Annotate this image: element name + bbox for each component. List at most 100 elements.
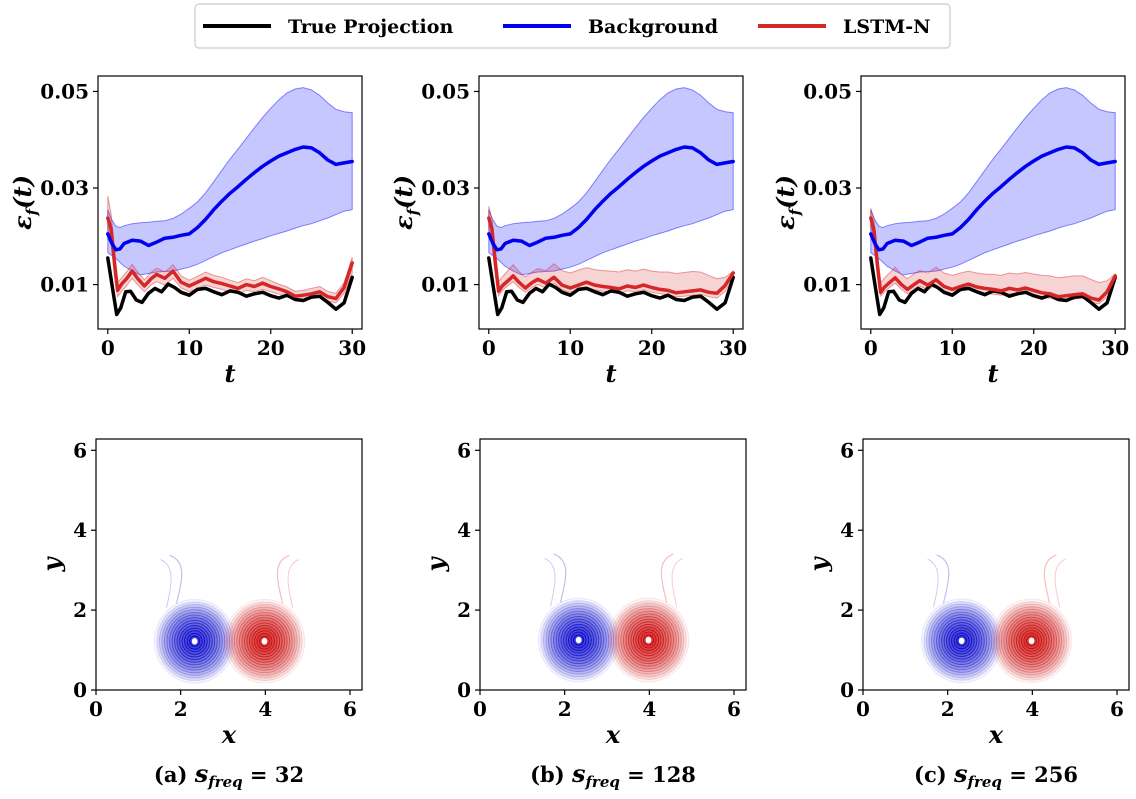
- x-tick-label: 10: [175, 336, 203, 360]
- x-tick-label: 10: [556, 336, 584, 360]
- contour-area: [537, 553, 690, 683]
- y-tick-label: 2: [840, 598, 854, 622]
- x-axis-label: t: [605, 359, 616, 388]
- legend-label-0: True Projection: [288, 16, 453, 38]
- filament: [927, 558, 939, 608]
- line-chart-a-top: 0 10 20 30 0.01 0.03 0.05 t εf(t): [8, 75, 366, 388]
- vortex-positive: [607, 553, 690, 683]
- vortex-core: [645, 636, 652, 644]
- subfigure-caption: (c) sfreq = 256: [914, 759, 1078, 791]
- y-tick-label: 2: [73, 598, 87, 622]
- x-tick-label: 4: [1025, 697, 1039, 721]
- vortex-negative: [920, 554, 1003, 684]
- axes-frame: [860, 75, 1126, 330]
- x-tick-label: 30: [338, 336, 366, 360]
- axes-frame: [478, 75, 744, 330]
- legend: True Projection Background LSTM-N: [194, 3, 951, 49]
- vortex-negative: [537, 553, 620, 683]
- svg-text:εf(t): εf(t): [771, 175, 804, 230]
- filament: [160, 559, 172, 608]
- vortex-core: [191, 637, 198, 645]
- y-tick-label: 4: [73, 518, 87, 542]
- vortex-negative: [153, 554, 236, 684]
- plot-area: [487, 87, 735, 317]
- y-tick-label: 4: [457, 518, 471, 542]
- y-tick-label: 4: [840, 518, 854, 542]
- x-axis-label: t: [224, 359, 235, 388]
- x-tick-label: 20: [1020, 336, 1048, 360]
- x-tick-label: 2: [558, 697, 572, 721]
- contour-plot-c-bottom: 0 2 4 6 0 2 4 6 x y (c) sfreq = 256: [804, 438, 1130, 791]
- x-tick-label: 2: [174, 697, 188, 721]
- x-axis-label: x: [988, 720, 1004, 749]
- series-lstm-n: [869, 216, 1117, 302]
- x-axis-label: t: [987, 359, 998, 388]
- legend-frame: [194, 3, 951, 49]
- series-background: [869, 145, 1117, 252]
- filament: [553, 553, 567, 603]
- legend-label-2: LSTM-N: [843, 16, 931, 38]
- x-tick-label: 0: [864, 336, 878, 360]
- filament: [287, 559, 299, 608]
- y-tick-label: 0.03: [40, 176, 89, 200]
- y-axis-label: εf(t): [8, 175, 41, 230]
- x-tick-label: 0: [101, 336, 115, 360]
- x-tick-label: 20: [257, 336, 285, 360]
- x-tick-label: 0: [89, 697, 103, 721]
- series-true-projection: [106, 256, 354, 317]
- filament: [276, 554, 290, 604]
- line-chart-b-top: 0 10 20 30 0.01 0.03 0.05 t εf(t): [389, 75, 747, 388]
- x-tick-label: 30: [719, 336, 747, 360]
- x-tick-label: 0: [473, 697, 487, 721]
- x-tick-label: 4: [642, 697, 656, 721]
- vortex-positive: [223, 554, 306, 684]
- y-tick-label: 0.01: [40, 273, 89, 297]
- contour-area: [920, 554, 1073, 684]
- series-true-projection: [869, 256, 1117, 317]
- y-tick-label: 0.03: [421, 176, 470, 200]
- y-tick-label: 2: [457, 598, 471, 622]
- series-true-projection: [487, 256, 735, 317]
- y-tick-label: 0.05: [421, 79, 470, 103]
- line-chart-c-top: 0 10 20 30 0.01 0.03 0.05 t εf(t): [771, 75, 1129, 388]
- y-axis-label: εf(t): [771, 175, 804, 230]
- y-axis-label: y: [804, 555, 833, 572]
- svg-text:εf(t): εf(t): [389, 175, 422, 230]
- y-tick-label: 0.03: [803, 176, 852, 200]
- y-axis-label: εf(t): [389, 175, 422, 230]
- axes-frame: [479, 438, 747, 691]
- x-tick-label: 2: [941, 697, 955, 721]
- axes-frame: [97, 75, 363, 330]
- series-lstm-n: [106, 216, 354, 301]
- vortex-core: [575, 636, 582, 644]
- y-tick-label: 0: [457, 678, 471, 702]
- band-background: [870, 87, 1116, 276]
- band-background: [488, 87, 734, 276]
- axes-frame: [862, 438, 1130, 691]
- x-tick-label: 30: [1101, 336, 1129, 360]
- y-tick-label: 0.01: [421, 273, 470, 297]
- x-tick-label: 0: [482, 336, 496, 360]
- vortex-core: [1028, 637, 1035, 645]
- filament: [544, 557, 556, 607]
- svg-text:y: y: [421, 555, 450, 572]
- x-axis-label: x: [605, 720, 621, 749]
- filament: [671, 557, 683, 607]
- y-tick-label: 0: [73, 678, 87, 702]
- y-axis-label: y: [421, 555, 450, 572]
- filament: [169, 554, 183, 604]
- y-tick-label: 6: [457, 438, 471, 462]
- contour-plot-b-bottom: 0 2 4 6 0 2 4 6 x y (b) sfreq = 128: [421, 438, 747, 791]
- contour-plot-a-bottom: 0 2 4 6 0 2 4 6 x y (a) sfreq = 32: [37, 438, 363, 791]
- plot-area: [869, 87, 1117, 317]
- subfigure-caption: (b) sfreq = 128: [530, 759, 696, 791]
- y-tick-label: 0.05: [40, 79, 89, 103]
- filament: [1054, 558, 1066, 608]
- x-tick-label: 10: [938, 336, 966, 360]
- vortex-core: [261, 637, 268, 645]
- plot-area: [106, 87, 354, 317]
- x-tick-label: 20: [638, 336, 666, 360]
- vortex-core: [958, 637, 965, 645]
